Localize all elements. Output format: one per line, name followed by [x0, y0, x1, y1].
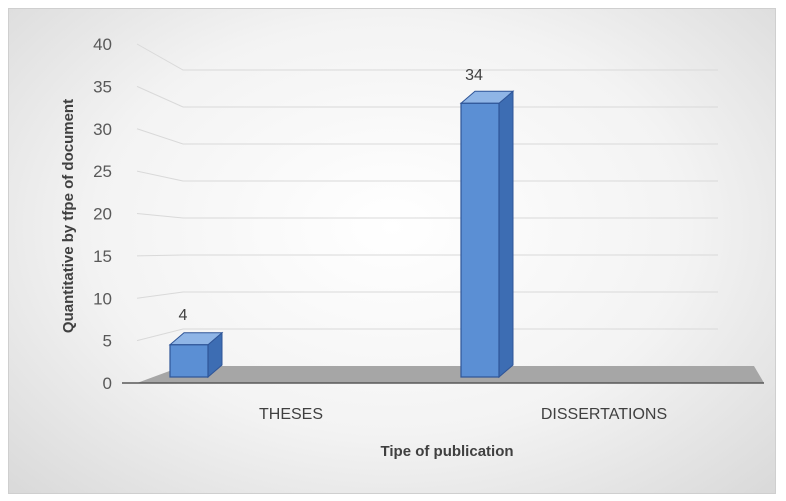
gridlines	[136, 43, 718, 342]
y-tick-label: 5	[103, 332, 112, 351]
gridline	[136, 128, 718, 145]
data-label: 34	[465, 67, 483, 84]
y-tick-label: 25	[93, 162, 112, 181]
y-axis-title: Quantitative by tfpe of document	[60, 99, 77, 333]
y-tick-label: 30	[93, 120, 112, 139]
gridline	[136, 213, 718, 219]
data-label: 4	[179, 307, 188, 324]
y-tick-label: 15	[93, 247, 112, 266]
bar-front	[460, 102, 500, 378]
x-axis-title: Tipe of publication	[380, 443, 513, 460]
chart-area	[8, 8, 776, 494]
y-axis-ticks: 0 5 10 15 20 25 30 35 40	[93, 35, 112, 393]
gridline	[136, 43, 718, 71]
bar-dissertations	[459, 90, 515, 379]
x-tick-label: DISSERTATIONS	[541, 406, 667, 423]
y-tick-label: 35	[93, 77, 112, 96]
y-tick-label: 20	[93, 205, 112, 224]
gridline	[136, 328, 718, 342]
gridline	[136, 170, 718, 182]
bar-side	[498, 90, 514, 379]
gridline	[136, 85, 718, 108]
chart-floor	[122, 366, 764, 384]
gridline	[136, 254, 718, 257]
floor-plane	[137, 366, 764, 383]
gridline	[136, 291, 718, 299]
bar-front	[169, 344, 209, 378]
y-tick-label: 0	[103, 374, 112, 393]
y-tick-label: 40	[93, 35, 112, 54]
bars	[168, 90, 515, 379]
bar-theses	[168, 331, 224, 379]
y-tick-label: 10	[93, 289, 112, 308]
x-axis-labels: THESES DISSERTATIONS	[259, 406, 667, 423]
x-tick-label: THESES	[259, 406, 323, 423]
data-labels: 4 34	[179, 67, 483, 324]
